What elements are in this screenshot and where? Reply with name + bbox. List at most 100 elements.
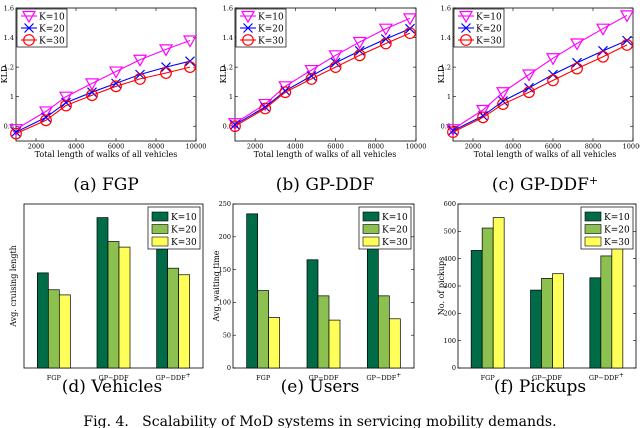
data-point — [404, 27, 416, 40]
x-axis-label: Total length of walks of all vehicles — [474, 150, 617, 159]
legend-marker — [460, 34, 472, 46]
legend-marker — [24, 23, 34, 33]
y-tick-label: 1.6 — [223, 5, 233, 13]
bar-panel-f: 0 100 200 300 400 500 600 No. of pickups K=10 K=2… — [437, 200, 637, 372]
line-panel-b: 2000 4000 6000 8000 10000 0.8 1 1.2 1.4 1.6 Total … — [219, 5, 426, 160]
data-point — [161, 62, 171, 73]
data-point — [352, 36, 367, 50]
legend-swatch — [151, 224, 169, 234]
data-point — [569, 38, 585, 51]
y-axis-label: Avg. cruising length — [9, 245, 18, 328]
y-tick-label: 1.2 — [223, 64, 233, 72]
category-label: GP−DDF — [532, 374, 562, 382]
data-point — [304, 64, 319, 78]
bar — [47, 289, 60, 369]
x-tick-label: 4000 — [68, 143, 85, 151]
category-label: GP−DDF+ — [589, 372, 624, 383]
bar — [541, 277, 553, 369]
data-point — [61, 97, 71, 108]
bar — [492, 217, 505, 369]
data-point — [160, 67, 172, 79]
legend-label: K=20 — [604, 226, 630, 236]
legend-label: K=10 — [39, 13, 65, 23]
y-tick-label: 200 — [219, 233, 231, 241]
x-tick-label: 10000 — [406, 143, 427, 151]
y-tick-label: 0.8 — [4, 123, 14, 131]
bar — [366, 228, 379, 369]
x-tick-label: 8000 — [148, 143, 165, 151]
legend-label: K=20 — [382, 226, 408, 236]
series-line-K=10 — [452, 14, 628, 130]
data-point — [305, 73, 318, 85]
y-tick-label: 1.4 — [441, 34, 451, 42]
y-tick-label: 1.2 — [441, 64, 451, 72]
x-tick-label: 8000 — [585, 143, 602, 151]
legend-label: K=30 — [476, 37, 502, 47]
bar-panel-d: Avg. cruising length K=10 K=20 K=30 — [9, 203, 204, 369]
data-point — [132, 54, 148, 67]
bar — [388, 318, 401, 369]
data-point — [595, 23, 611, 36]
x-tick-label: 2000 — [247, 143, 264, 151]
data-point — [40, 114, 52, 127]
data-point — [597, 50, 609, 63]
bar — [328, 319, 341, 369]
data-point — [279, 86, 292, 99]
data-point — [378, 23, 393, 36]
data-point — [571, 62, 583, 75]
data-point — [405, 23, 415, 34]
y-tick-label: 0 — [452, 364, 456, 372]
y-tick-label: 250 — [219, 200, 231, 208]
caption-b: (b) GP-DDF — [276, 175, 375, 195]
y-tick-label: 0.8 — [441, 123, 451, 131]
y-tick-label: 300 — [444, 282, 456, 290]
data-point — [87, 87, 97, 98]
data-point — [306, 71, 317, 81]
y-tick-label: 0 — [227, 364, 231, 372]
legend-label: K=20 — [476, 25, 502, 35]
legend-swatch — [584, 224, 602, 234]
data-point — [108, 66, 124, 79]
data-point — [328, 50, 343, 63]
data-point — [445, 124, 461, 137]
y-tick-label: 100 — [219, 299, 231, 307]
y-tick-label: 1.6 — [441, 5, 451, 13]
legend-swatch — [362, 211, 380, 222]
legend-marker — [23, 34, 35, 46]
y-axis-label: No. of pickups — [437, 257, 446, 315]
data-point — [353, 49, 366, 62]
series-line-K=10 — [234, 17, 411, 124]
bar — [377, 295, 390, 369]
y-tick-label: 1.4 — [223, 34, 233, 42]
bar — [257, 290, 270, 369]
legend-label: K=10 — [258, 13, 284, 23]
caption-d: (d) Vehicles — [62, 377, 162, 397]
bar — [156, 239, 169, 369]
data-point — [259, 102, 272, 115]
data-point — [379, 37, 392, 50]
data-point — [182, 35, 198, 48]
data-point — [10, 127, 22, 140]
x-tick-label: 10000 — [186, 143, 207, 151]
legend-marker — [461, 23, 471, 33]
data-point — [547, 74, 559, 87]
legend-label: K=10 — [171, 213, 197, 223]
legend-marker — [240, 10, 256, 24]
series-line-K=10 — [15, 39, 191, 130]
legend-label: K=30 — [39, 37, 65, 47]
x-tick-label: 2000 — [465, 143, 482, 151]
x-tick-label: 6000 — [545, 143, 562, 151]
bar — [552, 273, 564, 369]
data-point — [84, 78, 100, 91]
bar — [246, 213, 259, 369]
data-point — [619, 10, 635, 23]
y-tick-label: 0.8 — [223, 123, 233, 131]
line-panel-c: 2000 4000 6000 8000 10000 0.8 1 1.2 1.4 1.6 Total … — [437, 5, 640, 160]
caption-f: (f) Pickups — [494, 377, 586, 397]
y-tick-label: 600 — [444, 200, 456, 208]
data-point — [110, 80, 122, 93]
category-label: GP−DDF — [99, 374, 129, 382]
legend-swatch — [362, 224, 380, 234]
data-point — [548, 69, 558, 80]
y-tick-label: 150 — [219, 266, 231, 274]
